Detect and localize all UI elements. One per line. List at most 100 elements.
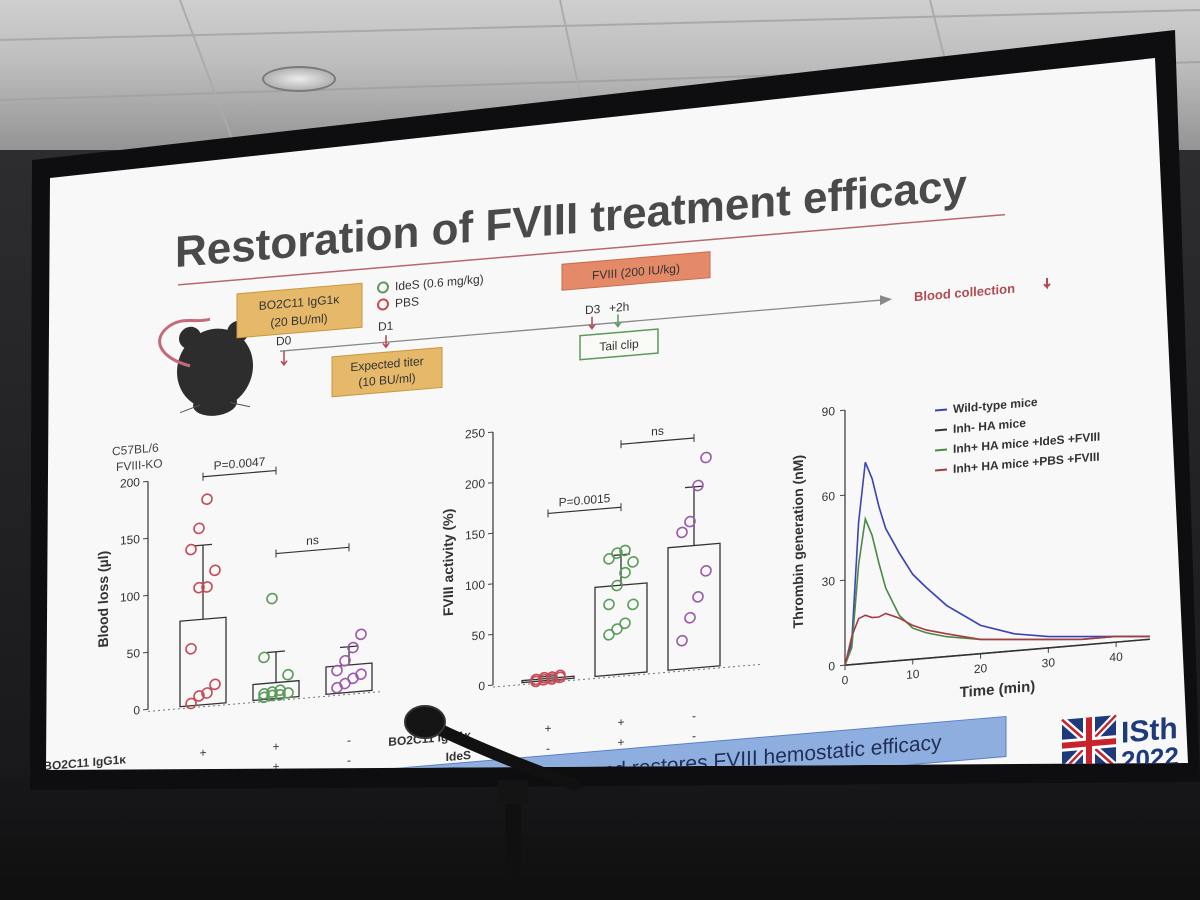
microphone: [404, 705, 581, 900]
data-point: [347, 641, 359, 654]
data-point: [619, 544, 631, 557]
condition-value: -: [201, 766, 205, 780]
blood-collection-arrow: [1043, 277, 1051, 290]
data-point: [193, 690, 205, 702]
condition-value: +: [199, 745, 206, 760]
thrombin-generation-chart: 0 30 60 90 0 10 20 30 40 Time (min) Thrombin gener…: [790, 395, 1151, 701]
isth-logo: ISth 2022: [1059, 712, 1179, 770]
series-line: [844, 461, 1151, 666]
significance-bracket: [621, 437, 694, 445]
tail-clip-label: Tail clip: [599, 337, 639, 354]
caption-banner: [185, 715, 1007, 770]
day1-label: D1: [378, 319, 394, 334]
data-point: [546, 671, 558, 683]
y-axis-label: Blood loss (µl): [95, 550, 111, 648]
error-bar-cap: [194, 543, 212, 547]
plus2h-label: +2h: [609, 300, 629, 316]
data-point: [209, 564, 221, 577]
data-point: [619, 617, 631, 630]
data-point: [554, 669, 566, 682]
mouse-model-label: FVIII-KO: [116, 456, 163, 474]
fviii-activity-chart: 0 50 100 150 200 250 FVIII activity (%) P=0.001…: [388, 424, 760, 764]
condition-value: -: [546, 741, 550, 755]
data-point: [355, 668, 367, 681]
error-bar-cap: [685, 485, 703, 489]
legend-swatch: [935, 468, 947, 472]
antibody-box-line2: (20 BU/ml): [270, 311, 327, 330]
condition-value: +: [617, 715, 624, 730]
fviii-dose-box: [561, 251, 711, 291]
blood-loss-chart: 0 50 100 150 200 Blood loss (µl) P=0.0047 ns BO2…: [46, 454, 380, 780]
error-bar-cap: [267, 650, 285, 654]
data-point: [619, 566, 631, 579]
data-point: [185, 543, 197, 556]
data-point: [355, 628, 367, 641]
data-point: [193, 581, 205, 594]
error-bar-cap: [340, 645, 358, 649]
y-tick-label: 50: [472, 628, 486, 643]
data-point: [611, 579, 623, 592]
data-point: [603, 553, 615, 565]
pbs-legend-circle: [377, 298, 389, 311]
legend-swatch: [935, 428, 947, 432]
expected-titer-box: [331, 346, 443, 398]
y-tick-label: 100: [465, 578, 485, 594]
significance-label: P=0.0015: [559, 491, 611, 509]
day0-arrow: [280, 350, 288, 367]
condition-value: +: [272, 739, 279, 754]
significance-label: ns: [306, 533, 319, 548]
ides-legend-circle: [377, 281, 389, 294]
condition-value: -: [692, 729, 696, 743]
y-tick-label: 150: [465, 527, 485, 543]
data-point: [274, 684, 286, 697]
data-point: [193, 522, 205, 535]
day3-label: D3: [585, 302, 601, 317]
data-point: [692, 591, 704, 603]
mouse-strain-label: C57BL/6: [112, 441, 159, 459]
legend-swatch: [935, 408, 947, 412]
y-tick-label: 150: [120, 532, 140, 548]
data-point: [627, 556, 639, 568]
y-tick-label: 0: [478, 679, 485, 694]
data-point: [282, 668, 294, 681]
stage-floor: [0, 770, 1200, 900]
series-line: [844, 612, 1151, 666]
data-point: [201, 687, 213, 699]
y-tick-label: 250: [465, 426, 485, 442]
x-tick-label: 20: [974, 661, 988, 676]
legend-swatch: [935, 448, 947, 452]
condition-value: +: [544, 721, 551, 736]
data-point: [201, 493, 213, 506]
y-tick-label: 100: [120, 589, 140, 605]
slide-background: [46, 58, 1188, 770]
significance-bracket: [276, 546, 349, 555]
x-tick-label: 40: [1109, 650, 1123, 665]
isth-logo-text: ISth: [1121, 712, 1178, 750]
y-tick-label: 30: [822, 574, 836, 589]
y-tick-label: 200: [465, 476, 485, 492]
condition-value: -: [692, 709, 696, 723]
x-axis-label: Time (min): [960, 678, 1036, 701]
data-point: [201, 581, 213, 593]
y-tick-label: 200: [120, 475, 140, 491]
ceiling-light: [262, 66, 336, 92]
data-point: [266, 686, 278, 698]
condition-row-label: IdeS: [446, 748, 471, 764]
data-point: [603, 598, 615, 611]
y-tick-label: 0: [133, 703, 140, 718]
data-point: [676, 634, 688, 647]
significance-label: ns: [651, 424, 664, 439]
data-point: [700, 451, 712, 464]
x-tick-label: 10: [906, 667, 920, 682]
y-tick-label: 50: [127, 646, 141, 661]
legend-label: Inh- HA mice: [953, 416, 1026, 436]
data-point: [700, 565, 712, 577]
data-point: [209, 678, 221, 691]
data-point: [530, 673, 542, 686]
timeline-axis: [280, 299, 880, 352]
significance-bracket: [203, 469, 276, 478]
antibody-box-line1: BO2C11 IgG1κ: [259, 292, 340, 313]
significance-label: P=0.0047: [214, 454, 266, 472]
x-tick-label: 30: [1042, 655, 1056, 670]
data-point: [258, 651, 270, 664]
